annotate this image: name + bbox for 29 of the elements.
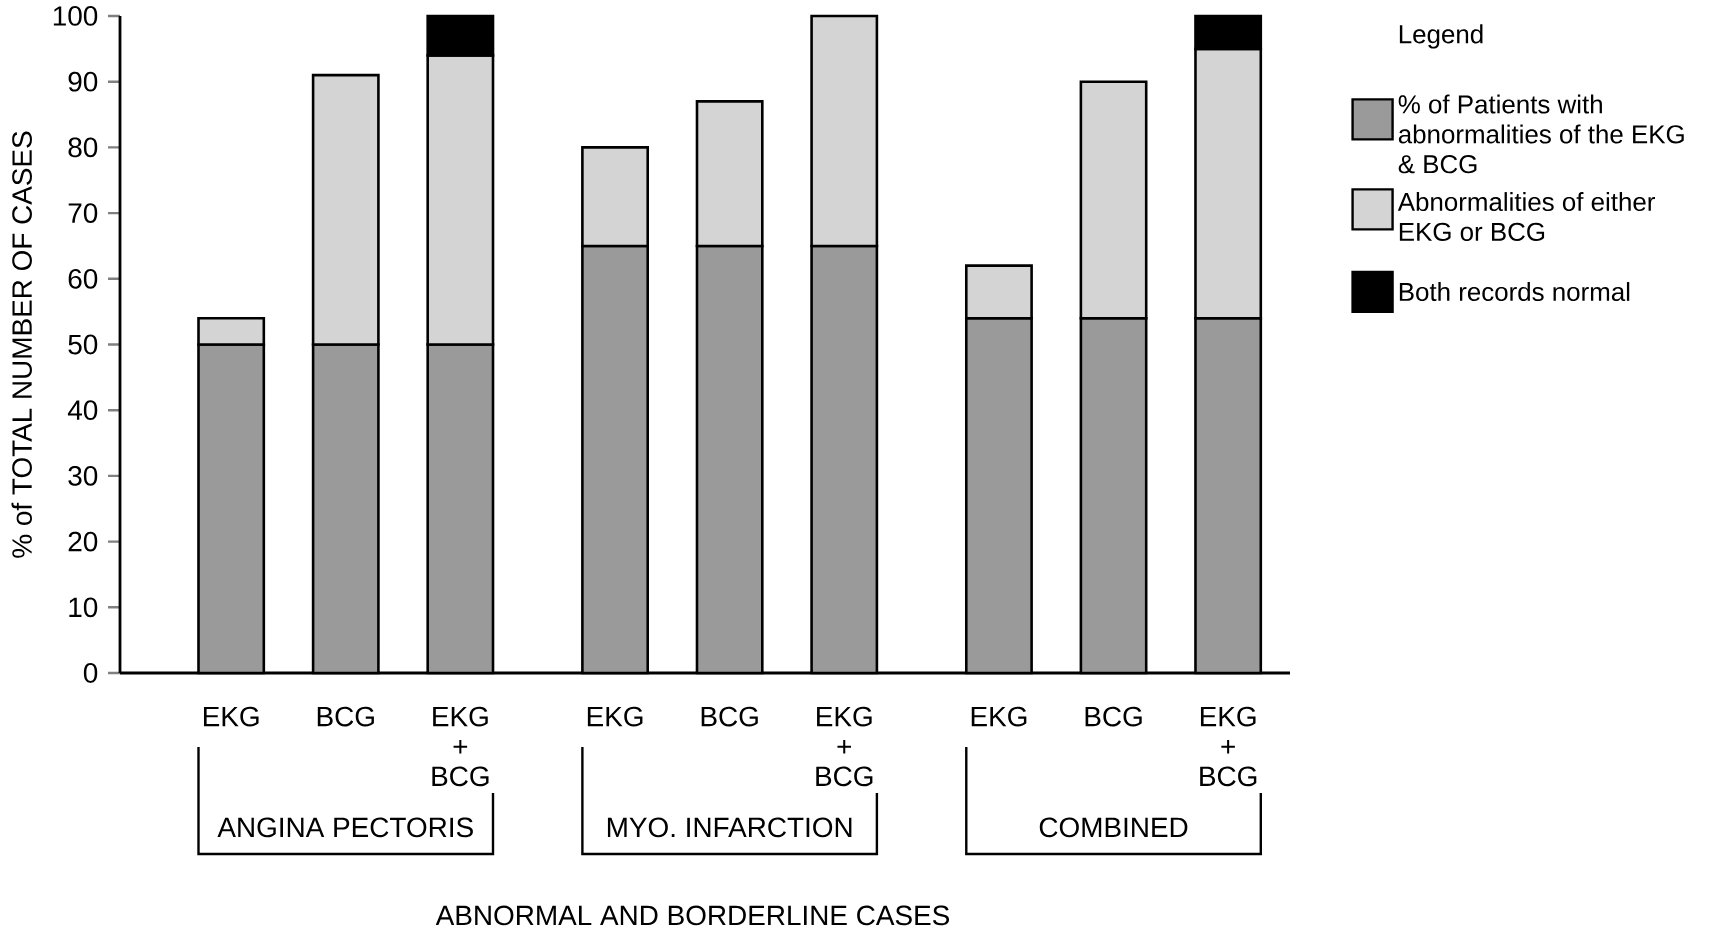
x-tick-label: EKG + BCG [816, 706, 873, 787]
x-tick-label: BCG [317, 706, 374, 727]
x-tick-label: EKG + BCG [432, 706, 489, 787]
text: ANGINA PECTORIS [217, 817, 473, 838]
legend-title: Legend [1399, 24, 1483, 49]
x-tick-label: BCG [1085, 706, 1142, 727]
y-tick-label: 70 [68, 203, 98, 223]
y-tick-label: 10 [69, 597, 98, 618]
y-tick-label: 60 [68, 268, 98, 289]
x-tick-label: EKG [587, 706, 643, 727]
y-tick-label: 90 [68, 71, 98, 92]
y-tick-label: 30 [68, 466, 98, 486]
y-tick-label: 100 [53, 6, 98, 26]
text: COMBINED [1039, 817, 1188, 838]
text: MYO. INFARCTION [607, 817, 852, 838]
y-axis-title: % of TOTAL NUMBER OF CASES [11, 131, 32, 558]
x-tick-label: EKG + BCG [1200, 706, 1257, 787]
x-tick-label: EKG [971, 706, 1027, 727]
y-tick-label: 40 [67, 400, 98, 421]
legend-label: % of Patients with abnormalities of the EKG & BCG [1398, 94, 1684, 174]
legend-label: Abnormalities of either EKG or BCG [1397, 192, 1655, 241]
x-axis-title: ABNORMAL AND BORDERLINE CASES [435, 905, 950, 926]
x-tick-label: BCG [701, 706, 758, 727]
y-tick-label: 50 [68, 334, 98, 355]
y-tick-label: 0 [83, 663, 98, 683]
y-tick-label: 80 [68, 137, 98, 158]
legend-label: Both records normal [1399, 282, 1630, 302]
y-tick-label: 20 [68, 531, 98, 552]
x-tick-label: EKG [203, 706, 259, 727]
